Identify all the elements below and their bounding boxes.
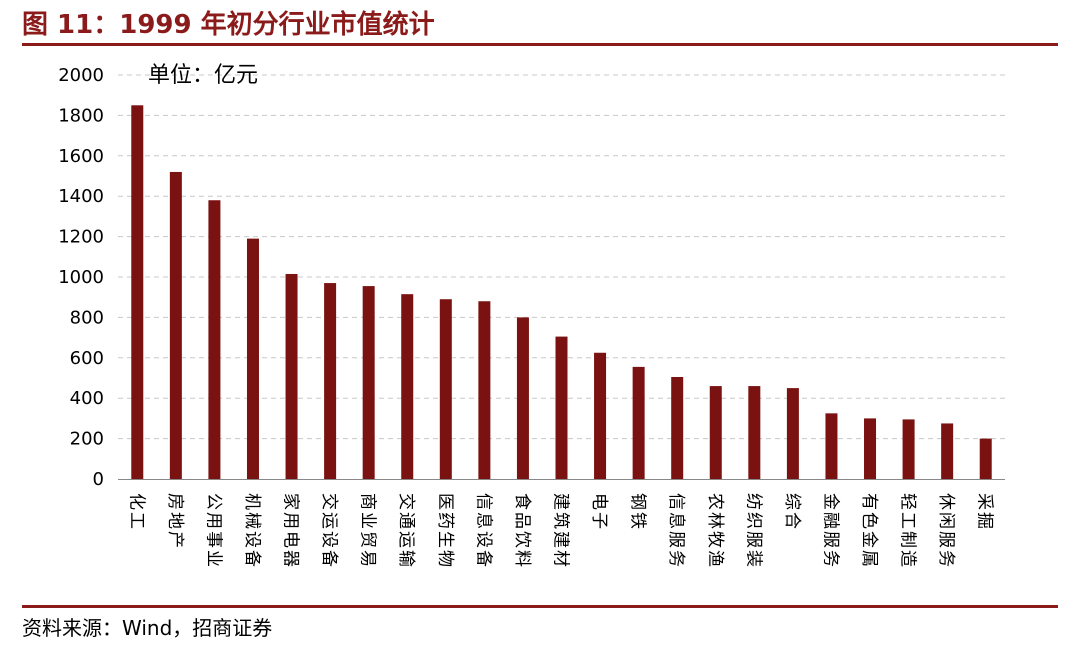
chart-title: 图 11：1999 年初分行业市值统计	[22, 10, 435, 40]
bar	[362, 286, 375, 479]
bar	[748, 386, 761, 479]
x-tick-label: 房地产	[165, 493, 185, 550]
x-tick-label: 机械设备	[242, 493, 262, 569]
bar	[131, 105, 144, 480]
bar	[825, 413, 838, 479]
x-tick-label: 有色金属	[859, 493, 879, 569]
bar	[902, 419, 915, 479]
y-tick-label: 1800	[58, 105, 104, 126]
x-tick-label: 交通运输	[396, 493, 416, 569]
bar	[169, 171, 182, 479]
x-tick-label: 信息服务	[666, 493, 686, 569]
bar	[478, 301, 491, 479]
x-tick-label: 农林牧渔	[705, 493, 725, 569]
y-tick-label: 1400	[58, 186, 104, 207]
bar	[208, 200, 221, 480]
bar	[864, 418, 877, 479]
bar	[324, 283, 337, 479]
x-tick-label: 医药生物	[435, 493, 455, 569]
x-tick-label: 休闲服务	[936, 493, 956, 569]
y-tick-label: 1200	[58, 227, 104, 248]
bar	[786, 388, 799, 479]
bar	[439, 299, 452, 479]
source-note: 资料来源：Wind，招商证券	[22, 616, 273, 640]
x-tick-label: 钢铁	[628, 493, 648, 531]
x-tick-label: 化工	[126, 493, 146, 531]
bar	[709, 386, 722, 479]
y-tick-label: 1000	[58, 267, 104, 288]
bar	[285, 273, 298, 479]
x-tick-label: 家用电器	[281, 493, 301, 569]
bar	[632, 366, 645, 479]
x-tick-label: 公用事业	[203, 493, 223, 569]
y-tick-label: 1600	[58, 146, 104, 167]
x-tick-label: 商业贸易	[358, 493, 378, 569]
bar	[246, 238, 259, 479]
y-tick-label: 600	[70, 348, 104, 369]
x-tick-label: 金融服务	[820, 493, 840, 569]
y-tick-label: 800	[70, 307, 104, 328]
bar	[941, 423, 954, 479]
x-tick-label: 电子	[589, 493, 609, 531]
x-tick-label: 建筑建材	[551, 493, 571, 569]
x-tick-label: 采掘	[975, 493, 995, 531]
y-tick-label: 400	[70, 388, 104, 409]
bottom-rule	[22, 605, 1058, 608]
x-tick-label: 交运设备	[319, 493, 339, 569]
x-tick-label: 轻工制造	[898, 493, 918, 569]
bar	[594, 352, 607, 479]
top-rule	[22, 43, 1058, 46]
bar	[516, 317, 529, 479]
x-tick-label: 食品饮料	[512, 493, 532, 569]
x-tick-label: 信息设备	[473, 493, 493, 569]
x-tick-label: 纺织服装	[743, 493, 763, 569]
bar	[555, 336, 568, 479]
unit-label: 单位：亿元	[148, 63, 258, 88]
y-tick-label: 200	[70, 429, 104, 450]
y-tick-label: 0	[93, 469, 104, 490]
bar	[401, 294, 414, 479]
bar	[979, 438, 992, 479]
x-tick-label: 综合	[782, 493, 802, 531]
y-tick-label: 2000	[58, 65, 104, 86]
bar	[671, 376, 684, 479]
